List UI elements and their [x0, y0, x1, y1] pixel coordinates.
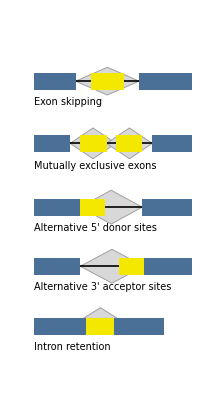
Bar [34, 318, 86, 335]
Polygon shape [83, 308, 117, 318]
Bar [139, 73, 192, 90]
Polygon shape [75, 67, 139, 95]
Bar [114, 318, 164, 335]
Text: Alternative 3' acceptor sites: Alternative 3' acceptor sites [34, 282, 171, 292]
Polygon shape [70, 128, 116, 159]
Bar [86, 318, 114, 335]
Bar [142, 199, 192, 216]
Bar [34, 258, 80, 275]
Bar [91, 73, 124, 90]
Bar [34, 199, 80, 216]
Bar [34, 135, 70, 152]
Polygon shape [106, 128, 152, 159]
Bar [80, 199, 105, 216]
Bar [34, 73, 75, 90]
Text: Exon skipping: Exon skipping [34, 97, 102, 107]
Bar [119, 258, 144, 275]
Polygon shape [80, 249, 144, 283]
Bar [152, 135, 192, 152]
Bar [80, 135, 106, 152]
Text: Mutually exclusive exons: Mutually exclusive exons [34, 161, 156, 171]
Text: Intron retention: Intron retention [34, 343, 110, 352]
Text: Alternative 5' donor sites: Alternative 5' donor sites [34, 223, 157, 233]
Polygon shape [80, 190, 142, 224]
Bar [144, 258, 192, 275]
Bar [116, 135, 142, 152]
